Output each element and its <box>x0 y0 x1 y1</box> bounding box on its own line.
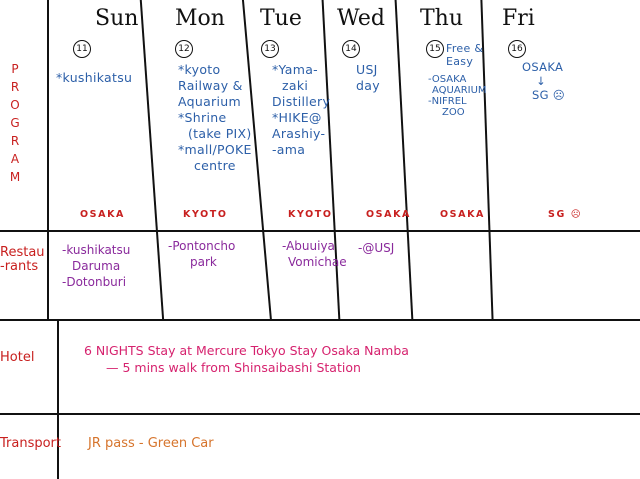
restaurant-cell-sun: -kushikatsu Daruma -Dotonburi <box>62 242 130 290</box>
restaurant-item: park <box>190 255 217 269</box>
program-item: *mall/POKE <box>178 142 252 157</box>
program-letter: O <box>10 98 20 112</box>
program-item: Distillery <box>272 94 331 109</box>
program-item: Free & <box>446 42 484 55</box>
day-header-thu: Thu <box>420 6 464 31</box>
restaurant-item: -@USJ <box>358 241 395 255</box>
program-item: Aquarium <box>178 94 241 109</box>
program-item: *kushikatsu <box>56 70 133 85</box>
city-label: OSAKA <box>80 209 125 220</box>
restaurant-item: -Abuuiya <box>282 239 335 253</box>
hotel-info: 6 NIGHTS Stay at Mercure Tokyo Stay Osak… <box>84 342 409 376</box>
hotel-line: 6 NIGHTS Stay at Mercure Tokyo Stay Osak… <box>84 343 409 358</box>
program-cell-thu-top: Free & Easy <box>446 42 483 68</box>
city-label: OSAKA <box>366 209 411 220</box>
day-header-tue: Tue <box>260 6 302 31</box>
vertical-grid-line <box>321 0 341 321</box>
program-item: *Yama- <box>272 62 318 77</box>
horizontal-grid-line <box>0 230 640 232</box>
restaurant-item: -kushikatsu <box>62 243 131 257</box>
date-badge: 11 <box>73 40 91 58</box>
vertical-grid-line <box>57 321 59 479</box>
restaurant-cell-tue: -Abuuiya Vomichae <box>282 238 347 270</box>
program-cell-wed: USJ day <box>356 62 380 94</box>
program-cell-sun: *kushikatsu <box>56 70 132 86</box>
day-header-fri: Fri <box>502 6 535 31</box>
program-item: zaki <box>282 78 309 93</box>
program-item: USJ <box>356 62 378 77</box>
program-item: day <box>356 78 380 93</box>
program-item: centre <box>194 158 236 173</box>
restaurants-label-line: Restau <box>0 245 45 260</box>
program-cell-mon: *kyoto Railway & Aquarium *Shrine (take … <box>178 62 252 174</box>
restaurant-item: -Pontoncho <box>168 239 236 253</box>
program-item: -NIFREL <box>428 96 467 107</box>
program-letter: R <box>10 80 20 94</box>
hotel-row-label: Hotel <box>0 350 35 365</box>
city-label: KYOTO <box>183 209 228 220</box>
city-label: OSAKA <box>440 209 485 220</box>
date-badge: 13 <box>261 40 279 58</box>
program-letter: R <box>10 134 20 148</box>
transport-row-label: Transport <box>0 436 62 451</box>
program-item: ↓ <box>536 74 546 88</box>
restaurant-cell-mon: -Pontoncho park <box>168 238 235 270</box>
day-header-mon: Mon <box>175 6 225 31</box>
program-item: *Shrine <box>178 110 227 125</box>
day-header-wed: Wed <box>337 6 385 31</box>
program-item: -ama <box>272 142 306 157</box>
vertical-grid-line <box>139 0 165 321</box>
program-letter: A <box>10 152 20 166</box>
transport-info: JR pass - Green Car <box>88 436 214 451</box>
program-letter: G <box>10 116 20 130</box>
program-item: ZOO <box>442 107 465 118</box>
program-letter: M <box>9 170 21 184</box>
date-badge: 16 <box>508 40 526 58</box>
restaurants-row-label: Restau -rants <box>0 246 45 274</box>
vertical-grid-line <box>394 0 414 321</box>
program-letter: P <box>11 62 19 76</box>
city-label: KYOTO <box>288 209 333 220</box>
program-item: (take PIX) <box>188 126 252 141</box>
city-label: SG ☹ <box>548 209 583 220</box>
restaurants-label-line: -rants <box>0 259 39 274</box>
date-badge: 12 <box>175 40 193 58</box>
hotel-line: — 5 mins walk from Shinsaibashi Station <box>106 360 361 375</box>
program-cell-thu: -OSAKA AQUARIUM -NIFREL ZOO <box>428 74 487 118</box>
program-item: SG ☹ <box>532 88 566 102</box>
restaurant-cell-wed: -@USJ <box>358 240 394 256</box>
program-item: Arashiy- <box>272 126 326 141</box>
horizontal-grid-line <box>0 413 640 415</box>
program-item: *HIKE@ <box>272 110 322 125</box>
program-item: OSAKA <box>522 60 564 74</box>
vertical-grid-line <box>47 0 49 321</box>
restaurant-item: Vomichae <box>288 255 347 269</box>
program-row-label: P R O G R A M <box>8 60 22 186</box>
restaurant-item: -Dotonburi <box>62 275 127 289</box>
program-item: *kyoto <box>178 62 221 77</box>
date-badge: 15 <box>426 40 444 58</box>
horizontal-grid-line <box>0 319 640 321</box>
program-item: AQUARIUM <box>432 85 487 96</box>
date-badge: 14 <box>342 40 360 58</box>
program-item: Railway & <box>178 78 243 93</box>
program-item: Easy <box>446 55 474 68</box>
restaurant-item: Daruma <box>72 259 121 273</box>
day-header-sun: Sun <box>95 6 139 31</box>
program-cell-fri: OSAKA ↓ SG ☹ <box>522 60 565 102</box>
program-item: -OSAKA <box>428 74 467 85</box>
program-cell-tue: *Yama- zaki Distillery *HIKE@ Arashiy- -… <box>272 62 330 158</box>
